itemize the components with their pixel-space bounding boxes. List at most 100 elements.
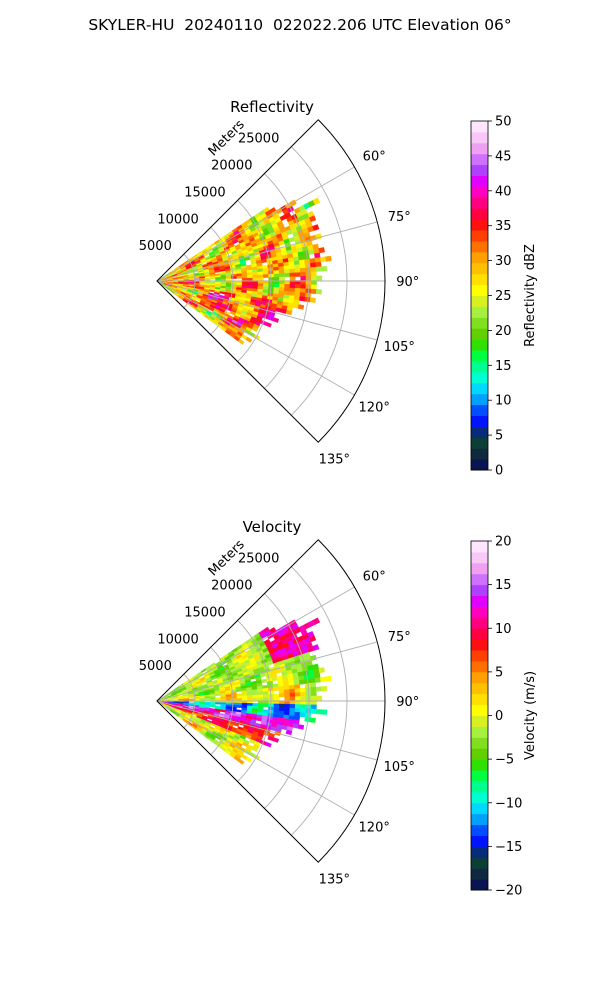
radar-gate [265,321,272,328]
radar-gate [298,679,306,685]
colorbar-swatch [471,791,488,804]
radar-gate [310,262,317,268]
colorbar-swatch [471,704,488,716]
colorbar-tick-label: 45 [495,149,512,164]
radar-gate [292,303,299,309]
radar-gate [318,247,325,254]
polar-grid [156,146,385,443]
radar-gate [299,288,306,294]
radar-gate [273,693,280,698]
azimuth-tick-label: 120° [359,400,390,415]
radar-gate [236,704,243,709]
radar-gate [289,287,296,293]
radar-gate [318,667,325,674]
radar-gate [316,275,323,281]
radar-gate [297,304,305,310]
radar-gate [297,724,305,730]
radar-gate [215,278,222,281]
colorbar-swatch [471,584,488,597]
radar-gate [278,266,285,271]
radar-gate [310,708,317,715]
colorbar-label: Reflectivity dBZ [523,244,538,347]
colorbar-swatch [471,693,488,706]
colorbar-swatch [471,251,488,264]
colorbar-swatch [471,219,488,231]
colorbar-swatch [471,737,488,749]
radar-gate [310,288,317,295]
radar-gate [231,276,237,279]
radar-gate [225,278,232,281]
azimuth-spoke [156,280,355,396]
colorbar-swatch [471,715,488,727]
colorbar-tick-label: −5 [495,753,514,768]
radar-gate [283,685,290,691]
radar-gate [294,264,301,270]
radar-gate [215,702,222,705]
radar-gate [294,708,301,713]
radar-gate [292,723,299,729]
colorbar-swatch [471,813,488,826]
radar-gate [283,689,290,694]
panel-title: Reflectivity [230,98,314,116]
colorbar-swatch [471,650,488,662]
radar-gate [321,709,328,715]
radar-gate [311,695,317,701]
radar-gate [284,287,291,292]
radar-gate [255,717,263,722]
colorbar-label: Velocity (m/s) [523,671,538,760]
radar-gate [188,705,194,709]
colorbar-tick-label: 10 [495,622,512,637]
azimuth-tick-label: 90° [396,695,419,710]
radar-gate [247,275,253,279]
radar-gate [299,712,306,718]
radar-gate [273,703,280,708]
radar-gate [257,274,264,279]
radar-gate [231,696,237,699]
azimuth-tick-label: 75° [388,630,411,645]
radar-gate [289,707,296,713]
radar-gate [284,703,291,709]
radar-gate [237,758,245,765]
azimuth-tick-label: 120° [359,820,390,835]
colorbar-swatch [471,780,488,793]
colorbar-swatch [471,726,488,738]
azimuth-tick-label: 135° [319,452,350,467]
colorbar-swatch [471,846,488,858]
radar-gate [265,741,272,748]
radar-gate [209,277,216,280]
panel-title: Velocity [243,518,302,536]
radar-gate [299,263,306,269]
colorbar-swatch [471,131,488,144]
radar-gate [272,317,280,323]
colorbar-swatch [471,175,488,187]
radar-gate [278,689,285,694]
radar-gate [278,273,285,278]
radar-gate [299,708,306,714]
radar-gate [283,265,290,271]
radar-gate [289,284,296,289]
radar-gate [315,709,322,715]
colorbar-swatch [471,857,488,869]
radar-gate [308,635,317,643]
colorbar-swatch [471,153,488,166]
radar-gate [257,703,264,707]
colorbar-tick-label: −20 [495,884,522,899]
range-tick-label: 15000 [184,605,225,620]
colorbar-tick-label: 40 [495,184,512,199]
colorbar-swatch [471,284,488,296]
radar-gate [325,255,332,262]
radar-gate [215,698,222,701]
radar-gate [278,707,285,712]
range-tick-label: 10000 [157,632,198,647]
radar-gate [281,725,288,731]
colorbar: 0 5 10 15 20 25 30 35 40 45 50 Reflectivity dBZ [470,115,538,479]
radar-gate [288,684,296,690]
radar-gate [273,270,280,275]
colorbar-swatch [471,437,488,449]
radar-gate [310,704,317,710]
azimuth-spoke [156,700,378,761]
colorbar-swatch [471,306,488,318]
radar-gate [320,676,327,683]
radar-gate [188,283,195,286]
radar-gate [241,277,248,281]
